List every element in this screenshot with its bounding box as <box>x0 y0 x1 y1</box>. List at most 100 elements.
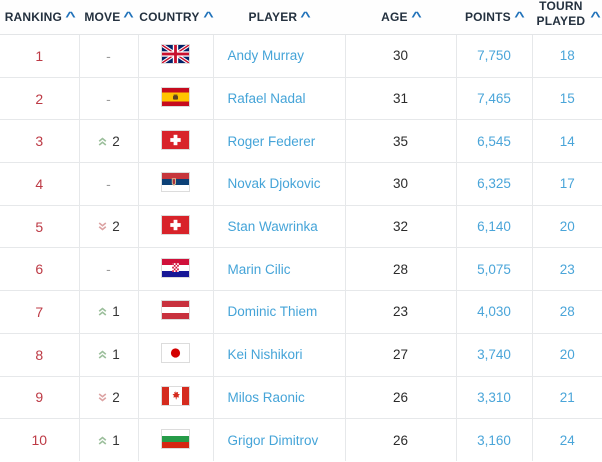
col-header-ranking[interactable]: RANKING ^ <box>0 0 79 35</box>
flag-bul-icon <box>162 429 189 448</box>
points-cell: 3,160 <box>455 418 532 462</box>
move-value: 1 <box>112 304 120 320</box>
country-cell <box>137 76 213 120</box>
move-value: 2 <box>112 389 120 405</box>
tourn-played-cell: 15 <box>531 76 602 120</box>
country-cell <box>137 119 213 163</box>
sort-asc-icon: ^ <box>590 9 601 25</box>
flag-sui-icon <box>162 130 189 149</box>
points-cell: 3,740 <box>455 332 532 376</box>
player-name-link[interactable]: Marin Cilic <box>227 261 291 277</box>
player-cell: Novak Djokovic <box>212 162 345 206</box>
col-header-player[interactable]: PLAYER ^ <box>213 0 345 35</box>
player-name-link[interactable]: Novak Djokovic <box>227 176 321 192</box>
player-cell: Rafael Nadal <box>212 76 345 120</box>
player-name-link[interactable]: Milos Raonic <box>227 389 305 405</box>
age-cell: 23 <box>344 290 456 334</box>
sort-asc-icon: ^ <box>410 9 422 25</box>
age-cell: 26 <box>344 375 456 419</box>
ranking-cell: 2 <box>0 76 79 120</box>
flag-aut-icon <box>162 301 189 320</box>
move-value: 1 <box>112 432 120 448</box>
points-cell: 6,140 <box>455 204 532 248</box>
player-name-link[interactable]: Andy Murray <box>227 48 305 64</box>
no-move-dash: - <box>106 47 111 64</box>
col-header-label: AGE <box>381 10 408 24</box>
table-row: 8 1 Kei Nishikori 27 3,740 20 <box>0 332 602 376</box>
col-header-tourn-played[interactable]: TOURN PLAYED ^ <box>532 0 602 35</box>
move-down-icon <box>97 390 112 405</box>
country-cell <box>137 204 213 248</box>
move-value: 2 <box>112 133 120 149</box>
age-cell: 30 <box>344 162 456 206</box>
points-cell: 5,075 <box>455 247 532 291</box>
flag-sui-icon <box>162 216 189 235</box>
move-cell: 1 <box>78 332 138 376</box>
tourn-played-cell: 28 <box>531 290 602 334</box>
move-up-icon <box>97 347 112 362</box>
sort-asc-icon: ^ <box>123 9 135 25</box>
ranking-cell: 6 <box>0 247 79 291</box>
no-move-dash: - <box>106 90 111 107</box>
col-header-label: COUNTRY <box>139 10 200 24</box>
flag-cro-icon <box>162 258 189 277</box>
age-cell: 30 <box>344 34 456 78</box>
sort-asc-icon: ^ <box>514 9 525 25</box>
col-header-move[interactable]: MOVE ^ <box>79 0 138 35</box>
move-value: 2 <box>112 219 120 235</box>
move-cell: 2 <box>78 119 138 163</box>
move-up-icon <box>97 134 112 149</box>
player-cell: Grigor Dimitrov <box>212 418 345 462</box>
table-row: 10 1 Grigor Dimitrov 26 3,160 24 <box>0 418 602 462</box>
tourn-played-cell: 21 <box>531 375 602 419</box>
age-cell: 31 <box>344 76 456 120</box>
table-row: 6 - Marin Cilic 28 5,075 23 <box>0 247 602 291</box>
country-cell <box>137 418 213 462</box>
player-name-link[interactable]: Roger Federer <box>227 133 316 149</box>
move-up-icon <box>97 433 112 448</box>
age-cell: 32 <box>344 204 456 248</box>
player-name-link[interactable]: Dominic Thiem <box>227 304 318 320</box>
tourn-played-cell: 17 <box>531 162 602 206</box>
col-header-label: MOVE <box>84 10 121 24</box>
move-cell: 2 <box>78 204 138 248</box>
player-name-link[interactable]: Stan Wawrinka <box>227 219 318 235</box>
move-value: 1 <box>112 347 120 363</box>
ranking-cell: 9 <box>0 375 79 419</box>
table-row: 7 1 Dominic Thiem 23 4,030 28 <box>0 290 602 334</box>
player-name-link[interactable]: Grigor Dimitrov <box>227 432 319 448</box>
flag-jpn-icon <box>162 344 189 363</box>
player-name-link[interactable]: Rafael Nadal <box>227 91 306 107</box>
tourn-played-cell: 18 <box>531 34 602 78</box>
col-header-points[interactable]: POINTS ^ <box>456 0 532 35</box>
sort-asc-icon: ^ <box>300 9 312 25</box>
table-row: 1 - Andy Murray 30 7,750 18 <box>0 34 602 78</box>
move-cell: 1 <box>78 290 138 334</box>
age-cell: 27 <box>344 332 456 376</box>
ranking-cell: 4 <box>0 162 79 206</box>
col-header-label: PLAYER <box>248 10 298 24</box>
move-cell: - <box>78 34 138 78</box>
ranking-cell: 8 <box>0 332 79 376</box>
tourn-played-cell: 14 <box>531 119 602 163</box>
player-name-link[interactable]: Kei Nishikori <box>227 347 303 363</box>
rankings-table-body: 1 - Andy Murray 30 7,750 18 2 - Rafael N… <box>0 34 602 462</box>
flag-srb-icon <box>162 173 189 192</box>
tourn-played-cell: 23 <box>531 247 602 291</box>
move-up-icon <box>97 304 112 319</box>
move-cell: - <box>78 76 138 120</box>
points-cell: 6,325 <box>455 162 532 206</box>
points-cell: 3,310 <box>455 375 532 419</box>
table-header-row: RANKING ^ MOVE ^ COUNTRY ^ PLAYER ^ AGE ^ POI… <box>0 0 602 35</box>
table-row: 4 - Novak Djokovic 30 6,325 17 <box>0 162 602 206</box>
no-move-dash: - <box>106 261 111 278</box>
col-header-age[interactable]: AGE ^ <box>345 0 456 35</box>
age-cell: 35 <box>344 119 456 163</box>
tourn-played-cell: 20 <box>531 204 602 248</box>
col-header-country[interactable]: COUNTRY ^ <box>138 0 213 35</box>
ranking-cell: 10 <box>0 418 79 462</box>
ranking-cell: 7 <box>0 290 79 334</box>
player-cell: Andy Murray <box>212 34 345 78</box>
table-row: 9 2 Milos Raonic 26 3,310 21 <box>0 375 602 419</box>
move-cell: 1 <box>78 418 138 462</box>
